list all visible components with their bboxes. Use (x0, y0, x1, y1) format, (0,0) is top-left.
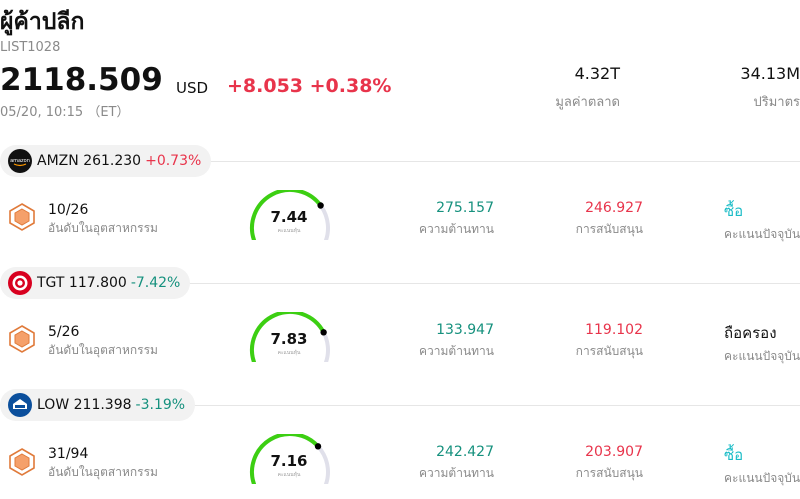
ticker-change: +0.73% (145, 153, 202, 169)
industry-rank-label: อันดับในอุตสาหกรรม (48, 221, 158, 235)
market-cap-label: มูลค่าตลาด (555, 95, 620, 110)
rank-badge-icon (9, 325, 35, 353)
page-title: ผู้ค้าปลีก (0, 9, 85, 35)
resistance-value: 133.947 (436, 322, 494, 338)
ticker-price: 117.800 (68, 275, 127, 291)
support-label: การสนับสนุน (575, 466, 643, 480)
rating-value: ถือครอง (724, 324, 777, 342)
volume-value: 34.13M (740, 64, 800, 83)
rating-label: คะแนนปัจจุบัน (724, 349, 800, 363)
stock-score: 7.16 (270, 452, 308, 470)
divider (0, 283, 800, 284)
score-gauge (250, 312, 330, 362)
stock-score: 7.83 (270, 330, 308, 348)
ticker-pill[interactable]: LOW 211.398 -3.19% (0, 389, 196, 421)
resistance-label: ความต้านทาน (419, 466, 494, 480)
gauge-marker (317, 202, 324, 209)
industry-rank: 31/94 (48, 446, 89, 462)
ticker-price: 211.398 (73, 397, 132, 413)
currency-label: USD (176, 79, 209, 97)
rating-value: ซื้อ (724, 202, 744, 220)
ticker-change: -7.42% (130, 275, 181, 291)
gauge-marker (320, 329, 327, 336)
industry-rank: 10/26 (48, 202, 89, 218)
score-gauge (250, 434, 330, 484)
industry-rank-label: อันดับในอุตสาหกรรม (48, 343, 158, 357)
market-cap-value: 4.32T (574, 64, 620, 83)
gauge-marker (314, 443, 322, 450)
target-logo-icon (8, 271, 32, 295)
rating-label: คะแนนปัจจุบัน (724, 227, 800, 241)
divider (0, 161, 800, 162)
rating-value: ซื้อ (724, 446, 744, 464)
resistance-label: ความต้านทาน (419, 344, 494, 358)
rating-label: คะแนนปัจจุบัน (724, 471, 800, 485)
ticker-change: -3.19% (135, 397, 186, 413)
support-value: 203.907 (585, 444, 643, 460)
stock-score-caption: คะแนนหุ้น (277, 472, 301, 478)
ticker-symbol: AMZN (37, 153, 79, 169)
stock-score-caption: คะแนนหุ้น (277, 350, 301, 356)
index-change: +8.053 +0.38% (227, 75, 392, 97)
stock-score: 7.44 (270, 208, 308, 226)
support-label: การสนับสนุน (575, 344, 643, 358)
index-price: 2118.509 (0, 62, 163, 98)
industry-rank-label: อันดับในอุตสาหกรรม (48, 465, 158, 479)
ticker-symbol: TGT (37, 275, 65, 291)
industry-rank: 5/26 (48, 324, 80, 340)
svg-text:amazon: amazon (10, 158, 30, 164)
ticker-price: 261.230 (83, 153, 142, 169)
score-gauge (250, 190, 330, 240)
stock-score-caption: คะแนนหุ้น (277, 228, 301, 234)
support-label: การสนับสนุน (575, 222, 643, 236)
support-value: 119.102 (585, 322, 643, 338)
rank-badge-icon (9, 203, 35, 231)
volume-stat: 34.13M ปริมาตร (700, 64, 800, 112)
volume-label: ปริมาตร (753, 95, 800, 110)
resistance-value: 242.427 (436, 444, 494, 460)
timestamp: 05/20, 10:15 （ET） (0, 105, 130, 120)
gauge-arc (250, 190, 323, 240)
ticker-pill[interactable]: amazon AMZN 261.230 +0.73% (0, 145, 212, 177)
rank-badge-icon (9, 448, 35, 476)
divider (0, 405, 800, 406)
resistance-label: ความต้านทาน (419, 222, 494, 236)
ticker-pill[interactable]: TGT 117.800 -7.42% (0, 267, 191, 299)
support-value: 246.927 (585, 200, 643, 216)
gauge-arc (250, 434, 321, 484)
amazon-logo-icon: amazon (8, 149, 32, 173)
lowes-logo-icon (8, 393, 32, 417)
ticker-symbol: LOW (37, 397, 70, 413)
resistance-value: 275.157 (436, 200, 494, 216)
list-code: LIST1028 (0, 40, 61, 55)
market-cap-stat: 4.32T มูลค่าตลาด (520, 64, 620, 112)
gauge-arc (250, 312, 326, 362)
